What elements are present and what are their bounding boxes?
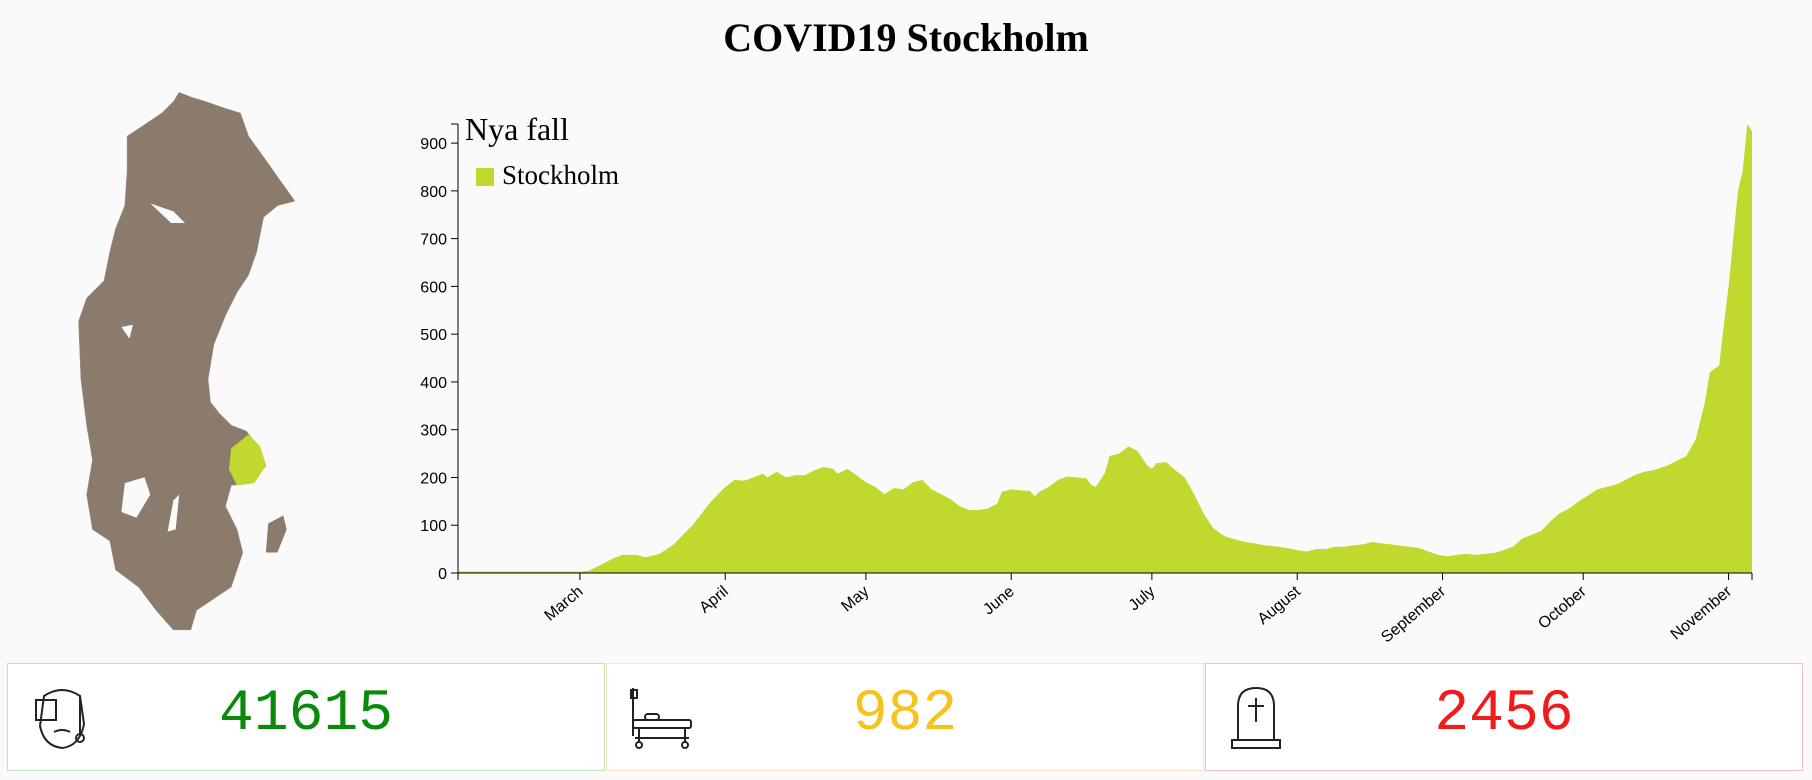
y-tick-label: 200	[420, 470, 447, 487]
x-tick-label: April	[696, 583, 731, 617]
y-tick-label: 900	[420, 136, 447, 153]
stat-value: 2456	[1434, 682, 1574, 747]
x-tick-label: June	[980, 583, 1018, 618]
legend-swatch	[476, 168, 494, 186]
x-tick-label: October	[1535, 583, 1590, 633]
x-tick-label: May	[838, 583, 872, 615]
y-tick-label: 0	[438, 566, 447, 583]
y-tick-label: 700	[420, 232, 447, 249]
x-tick-label: August	[1255, 583, 1305, 628]
stat-card: 2456	[1205, 663, 1803, 771]
stat-card: 982	[606, 663, 1204, 771]
x-tick-label: November	[1668, 583, 1736, 644]
y-tick-label: 800	[420, 184, 447, 201]
x-tick-label: March	[541, 583, 586, 625]
y-tick-label: 600	[420, 279, 447, 296]
chart: Nya fall Stockholm 0 100 200 300 400 500 600 70…	[420, 111, 1753, 647]
stat-card: 41615	[7, 663, 605, 771]
stat-value: 41615	[218, 682, 394, 747]
icon	[630, 688, 692, 749]
x-tick-label: July	[1126, 583, 1159, 614]
legend-label: Stockholm	[502, 160, 619, 190]
y-tick-label: 400	[420, 375, 447, 392]
area	[458, 124, 1752, 573]
chart-title: Nya fall	[465, 111, 569, 147]
page-title: COVID19 Stockholm	[723, 15, 1089, 60]
stat-value: 982	[852, 682, 958, 747]
y-tick-label: 300	[420, 423, 447, 440]
x-tick-label: September	[1378, 583, 1449, 647]
sweden-map	[78, 91, 296, 631]
y-tick-label: 500	[420, 327, 447, 344]
y-tick-label: 100	[420, 518, 447, 535]
icon	[1231, 686, 1281, 749]
icon	[35, 689, 86, 750]
